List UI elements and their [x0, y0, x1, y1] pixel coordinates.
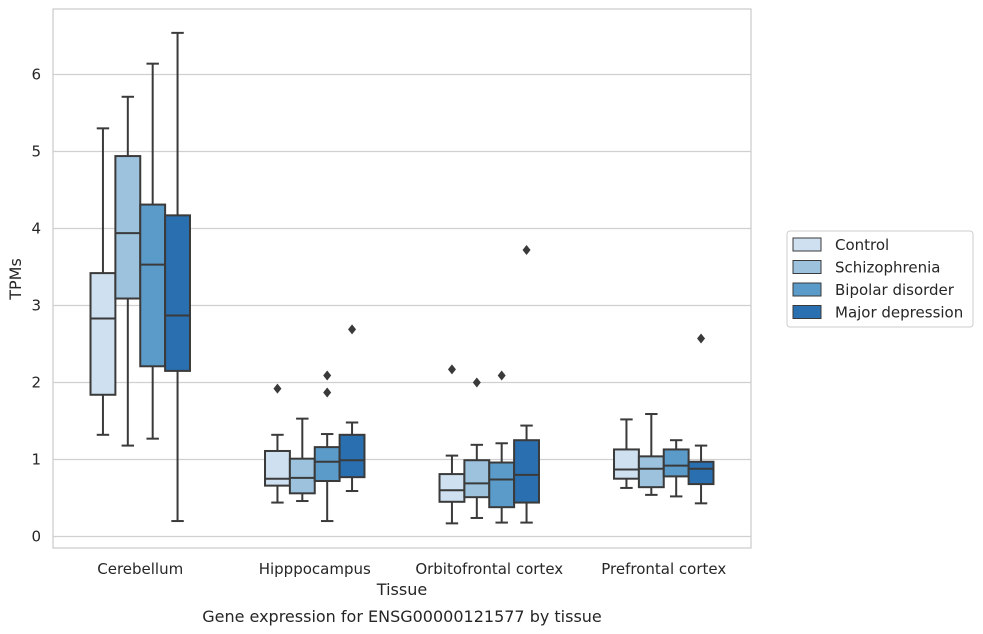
- box-group: [438, 364, 466, 525]
- box-iqr: [438, 473, 466, 503]
- outlier-marker: [497, 370, 506, 381]
- box-iqr: [687, 460, 715, 486]
- y-tick-labels: 0 1 2 3 4 5 6: [31, 65, 41, 545]
- legend-swatch: [792, 237, 822, 252]
- outlier-marker: [323, 370, 332, 381]
- plot-frame: [52, 8, 752, 549]
- chart-caption: Gene expression for ENSG00000121577 by t…: [202, 607, 602, 626]
- box-group: [114, 95, 142, 447]
- legend-swatch: [792, 305, 822, 319]
- box-group: [139, 62, 167, 440]
- y-tick-label: 5: [31, 142, 41, 160]
- box-group: [613, 418, 640, 489]
- box-iqr: [139, 203, 167, 368]
- legend-item: Major depression: [792, 304, 963, 322]
- box-group: [463, 377, 491, 519]
- y-axis-label: TPMs: [6, 258, 25, 301]
- box-group: [313, 370, 341, 523]
- legend-label: Major depression: [835, 304, 963, 322]
- box-iqr: [89, 272, 117, 396]
- legend-item: Schizophrenia: [792, 259, 940, 277]
- x-tick-label: Orbitofrontal cortex: [415, 560, 563, 578]
- legend-label: Bipolar disorder: [835, 281, 955, 299]
- legend-item: Control: [792, 236, 889, 254]
- x-axis-label: Tissue: [376, 580, 427, 599]
- box-iqr: [513, 439, 540, 504]
- y-tick-label: 0: [31, 527, 41, 545]
- outlier-marker: [472, 377, 481, 388]
- box-group: [89, 127, 117, 436]
- box-groups: [89, 31, 715, 525]
- box-iqr: [114, 155, 142, 300]
- y-tick-label: 2: [31, 373, 41, 391]
- legend-item: Bipolar disorder: [792, 281, 955, 299]
- outlier-marker: [522, 245, 531, 256]
- outlier-marker: [323, 387, 332, 398]
- y-tick-label: 6: [31, 65, 41, 83]
- x-tick-label: Prefrontal cortex: [601, 560, 726, 578]
- x-tick-label: Cerebellum: [97, 560, 183, 578]
- y-tick-label: 1: [31, 450, 41, 468]
- y-tick-label: 4: [31, 219, 41, 237]
- box-iqr: [264, 449, 291, 487]
- x-tick-label: Hipppocampus: [259, 560, 371, 578]
- box-group: [513, 245, 540, 524]
- box-iqr: [613, 448, 640, 480]
- legend-label: Schizophrenia: [835, 259, 940, 277]
- box-iqr: [164, 214, 191, 372]
- legend-label: Control: [835, 236, 889, 254]
- box-iqr: [288, 457, 316, 495]
- outlier-marker: [273, 383, 282, 394]
- outlier-marker: [348, 324, 357, 335]
- box-iqr: [637, 455, 665, 489]
- box-group: [687, 333, 715, 505]
- box-iqr: [338, 433, 366, 479]
- legend-swatch: [792, 282, 822, 297]
- outlier-marker: [697, 333, 706, 344]
- box-iqr: [313, 446, 341, 483]
- box-group: [338, 324, 366, 493]
- box-iqr: [488, 461, 516, 509]
- box-group: [637, 413, 665, 496]
- box-iqr: [463, 459, 491, 499]
- box-group: [264, 383, 291, 504]
- legend: Control Schizophrenia Bipolar disorder Majo…: [786, 230, 974, 328]
- x-tick-labels: Cerebellum Hipppocampus Orbitofrontal cort…: [97, 560, 726, 578]
- box-group: [288, 417, 316, 503]
- box-group: [488, 370, 516, 524]
- y-tick-label: 3: [31, 296, 41, 314]
- outlier-marker: [447, 364, 456, 375]
- legend-frame: [786, 230, 974, 328]
- box-iqr: [662, 448, 690, 478]
- box-group: [164, 31, 191, 523]
- legend-swatch: [792, 260, 822, 274]
